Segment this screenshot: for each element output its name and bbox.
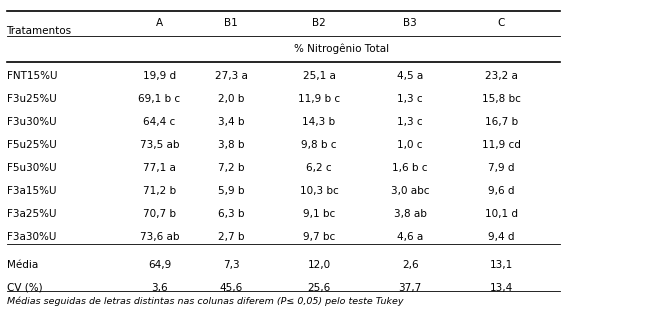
Text: B2: B2 xyxy=(312,18,326,28)
Text: 3,6: 3,6 xyxy=(151,283,168,293)
Text: 64,9: 64,9 xyxy=(148,260,171,270)
Text: F3u25%U: F3u25%U xyxy=(7,94,56,104)
Text: 73,5 ab: 73,5 ab xyxy=(140,140,179,150)
Text: C: C xyxy=(497,18,505,28)
Text: 3,8 ab: 3,8 ab xyxy=(394,209,426,219)
Text: F3a15%U: F3a15%U xyxy=(7,186,56,196)
Text: 10,3 bc: 10,3 bc xyxy=(299,186,339,196)
Text: 69,1 b c: 69,1 b c xyxy=(139,94,180,104)
Text: 19,9 d: 19,9 d xyxy=(143,71,176,81)
Text: 2,0 b: 2,0 b xyxy=(218,94,244,104)
Text: 15,8 bc: 15,8 bc xyxy=(482,94,521,104)
Text: CV (%): CV (%) xyxy=(7,283,42,293)
Text: 7,9 d: 7,9 d xyxy=(488,163,514,173)
Text: 3,0 abc: 3,0 abc xyxy=(391,186,430,196)
Text: 9,7 bc: 9,7 bc xyxy=(303,232,335,242)
Text: Tratamentos: Tratamentos xyxy=(7,26,72,36)
Text: 37,7: 37,7 xyxy=(398,283,422,293)
Text: 11,9 cd: 11,9 cd xyxy=(482,140,521,150)
Text: 9,8 b c: 9,8 b c xyxy=(301,140,337,150)
Text: 9,4 d: 9,4 d xyxy=(488,232,514,242)
Text: 16,7 b: 16,7 b xyxy=(485,117,518,127)
Text: 7,3: 7,3 xyxy=(223,260,240,270)
Text: 9,1 bc: 9,1 bc xyxy=(303,209,335,219)
Text: 4,5 a: 4,5 a xyxy=(397,71,423,81)
Text: 10,1 d: 10,1 d xyxy=(485,209,518,219)
Text: F3a30%U: F3a30%U xyxy=(7,232,56,242)
Text: 77,1 a: 77,1 a xyxy=(143,163,176,173)
Text: 73,6 ab: 73,6 ab xyxy=(140,232,179,242)
Text: 6,2 c: 6,2 c xyxy=(306,163,332,173)
Text: 7,2 b: 7,2 b xyxy=(218,163,244,173)
Text: 3,4 b: 3,4 b xyxy=(218,117,244,127)
Text: 13,1: 13,1 xyxy=(490,260,513,270)
Text: 14,3 b: 14,3 b xyxy=(303,117,335,127)
Text: 27,3 a: 27,3 a xyxy=(215,71,247,81)
Text: 71,2 b: 71,2 b xyxy=(143,186,176,196)
Text: F5u30%U: F5u30%U xyxy=(7,163,56,173)
Text: 2,6: 2,6 xyxy=(402,260,419,270)
Text: F5u25%U: F5u25%U xyxy=(7,140,56,150)
Text: F3u30%U: F3u30%U xyxy=(7,117,56,127)
Text: 1,6 b c: 1,6 b c xyxy=(393,163,428,173)
Text: 1,3 c: 1,3 c xyxy=(397,117,423,127)
Text: Média: Média xyxy=(7,260,38,270)
Text: 25,6: 25,6 xyxy=(307,283,331,293)
Text: % Nitrogênio Total: % Nitrogênio Total xyxy=(294,44,389,54)
Text: 64,4 c: 64,4 c xyxy=(143,117,176,127)
Text: 12,0: 12,0 xyxy=(307,260,331,270)
Text: 3,8 b: 3,8 b xyxy=(218,140,244,150)
Text: 11,9 b c: 11,9 b c xyxy=(298,94,340,104)
Text: 9,6 d: 9,6 d xyxy=(488,186,514,196)
Text: 6,3 b: 6,3 b xyxy=(218,209,244,219)
Text: Médias seguidas de letras distintas nas colunas diferem (P≤ 0,05) pelo teste Tuk: Médias seguidas de letras distintas nas … xyxy=(7,297,403,306)
Text: 70,7 b: 70,7 b xyxy=(143,209,176,219)
Text: 25,1 a: 25,1 a xyxy=(303,71,335,81)
Text: 23,2 a: 23,2 a xyxy=(485,71,518,81)
Text: 1,0 c: 1,0 c xyxy=(397,140,423,150)
Text: 45,6: 45,6 xyxy=(219,283,243,293)
Text: 1,3 c: 1,3 c xyxy=(397,94,423,104)
Text: 2,7 b: 2,7 b xyxy=(218,232,244,242)
Text: FNT15%U: FNT15%U xyxy=(7,71,57,81)
Text: F3a25%U: F3a25%U xyxy=(7,209,56,219)
Text: 5,9 b: 5,9 b xyxy=(218,186,244,196)
Text: B1: B1 xyxy=(224,18,238,28)
Text: B3: B3 xyxy=(403,18,417,28)
Text: 13,4: 13,4 xyxy=(490,283,513,293)
Text: A: A xyxy=(156,18,163,28)
Text: 4,6 a: 4,6 a xyxy=(397,232,423,242)
